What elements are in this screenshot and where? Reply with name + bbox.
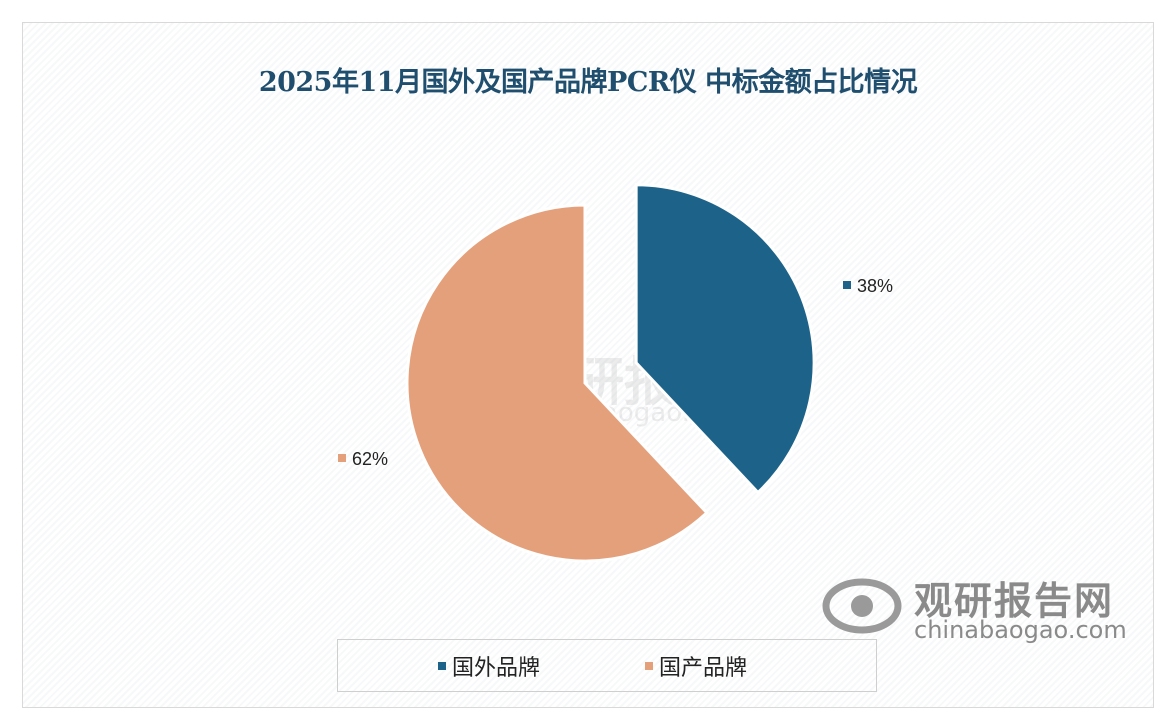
data-label: 62% xyxy=(352,449,388,469)
legend-label-foreign: 国外品牌 xyxy=(452,656,541,681)
logo-text-en: chinabaogao.com xyxy=(914,616,1127,644)
logo-eye-icon xyxy=(822,578,902,634)
data-label: 38% xyxy=(857,276,893,296)
logo-text-cn: 观研报告网 xyxy=(914,579,1115,623)
chart-title: 2025年11月国外及国产品牌PCR仪 中标金额占比情况 xyxy=(258,67,918,98)
pie-slice-foreign[interactable] xyxy=(634,183,816,495)
legend-label-domestic: 国产品牌 xyxy=(659,656,748,681)
legend-swatch-domestic xyxy=(645,662,653,670)
brand-logo: 观研报告网 chinabaogao.com xyxy=(822,570,1152,650)
legend-swatch-foreign xyxy=(438,662,446,670)
data-label-marker xyxy=(843,281,851,289)
legend-item-domestic[interactable]: 国产品牌 xyxy=(645,650,747,682)
data-label-marker xyxy=(338,454,346,462)
chart-frame xyxy=(22,22,1154,708)
legend: 国外品牌 国产品牌 xyxy=(337,639,877,692)
legend-item-foreign[interactable]: 国外品牌 xyxy=(438,650,540,682)
pie-slice-domestic[interactable] xyxy=(405,203,709,563)
